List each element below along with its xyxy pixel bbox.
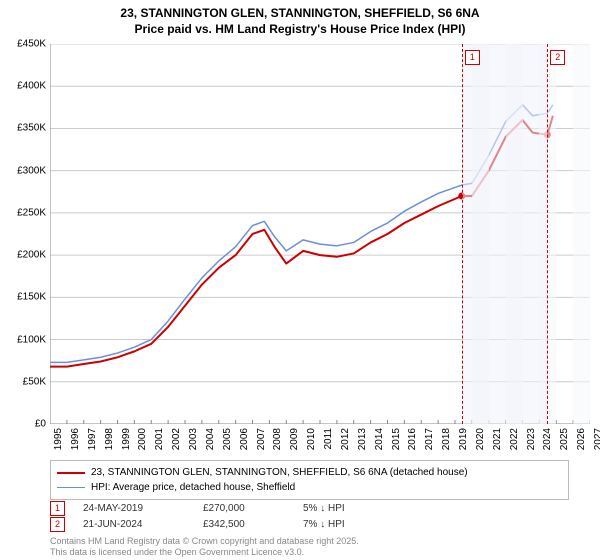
legend-item: HPI: Average price, detached house, Shef… (57, 480, 562, 495)
y-tick-label: £200K (2, 250, 46, 261)
title-line-1: 23, STANNINGTON GLEN, STANNINGTON, SHEFF… (0, 6, 600, 22)
year-shade (573, 44, 590, 424)
sale-delta: 5% ↓ HPI (303, 503, 403, 514)
legend-swatch (57, 487, 85, 488)
x-tick-label: 2009 (289, 428, 300, 450)
x-tick-label: 2000 (137, 428, 148, 450)
x-tick-label: 2015 (391, 428, 402, 450)
marker-span-shade (462, 44, 548, 424)
sale-price: £270,000 (203, 503, 303, 514)
x-tick-label: 2025 (559, 428, 570, 450)
copyright-line: Contains HM Land Registry data © Crown c… (50, 536, 359, 547)
sale-marker-chip: 2 (550, 50, 565, 65)
x-tick-label: 2018 (441, 428, 452, 450)
x-tick-label: 2014 (374, 428, 385, 450)
x-tick-label: 2017 (424, 428, 435, 450)
sale-marker-line (462, 44, 463, 424)
y-tick-label: £400K (2, 81, 46, 92)
x-tick-label: 2004 (205, 428, 216, 450)
y-tick-label: £450K (2, 39, 46, 50)
x-tick-label: 2023 (526, 428, 537, 450)
x-tick-label: 1996 (70, 428, 81, 450)
chart-container: 23, STANNINGTON GLEN, STANNINGTON, SHEFF… (0, 0, 600, 560)
sale-marker-chip: 1 (465, 50, 480, 65)
x-tick-label: 2012 (340, 428, 351, 450)
x-tick-label: 2021 (492, 428, 503, 450)
copyright-notice: Contains HM Land Registry data © Crown c… (50, 536, 359, 559)
sale-date: 21-JUN-2024 (83, 519, 203, 530)
x-tick-label: 2010 (306, 428, 317, 450)
sale-marker-icon: 1 (50, 501, 65, 516)
legend-swatch (57, 472, 85, 474)
x-tick-label: 2027 (593, 428, 600, 450)
y-tick-label: £50K (2, 376, 46, 387)
x-tick-label: 2005 (222, 428, 233, 450)
sale-price: £342,500 (203, 519, 303, 530)
y-tick-label: £150K (2, 292, 46, 303)
sale-date: 24-MAY-2019 (83, 503, 203, 514)
sale-delta: 7% ↓ HPI (303, 519, 403, 530)
sales-table: 1 24-MAY-2019 £270,000 5% ↓ HPI 2 21-JUN… (50, 500, 403, 532)
legend: 23, STANNINGTON GLEN, STANNINGTON, SHEFF… (50, 460, 569, 500)
x-tick-label: 2020 (475, 428, 486, 450)
x-tick-label: 2024 (542, 428, 553, 450)
legend-item: 23, STANNINGTON GLEN, STANNINGTON, SHEFF… (57, 465, 562, 480)
sale-row: 1 24-MAY-2019 £270,000 5% ↓ HPI (50, 500, 403, 516)
x-tick-label: 1998 (104, 428, 115, 450)
x-tick-label: 1995 (53, 428, 64, 450)
title-line-2: Price paid vs. HM Land Registry's House … (0, 22, 600, 38)
x-tick-label: 2016 (407, 428, 418, 450)
x-tick-label: 2002 (171, 428, 182, 450)
x-tick-label: 2026 (576, 428, 587, 450)
x-tick-label: 2006 (239, 428, 250, 450)
x-tick-label: 2007 (256, 428, 267, 450)
x-tick-label: 2013 (357, 428, 368, 450)
x-tick-label: 2011 (323, 428, 334, 450)
y-tick-label: £300K (2, 165, 46, 176)
copyright-line: This data is licensed under the Open Gov… (50, 547, 359, 558)
legend-label: HPI: Average price, detached house, Shef… (91, 480, 295, 495)
x-tick-label: 2019 (458, 428, 469, 450)
x-tick-label: 2022 (509, 428, 520, 450)
x-tick-label: 2001 (154, 428, 165, 450)
chart-title: 23, STANNINGTON GLEN, STANNINGTON, SHEFF… (0, 0, 600, 37)
x-tick-label: 2003 (188, 428, 199, 450)
sale-row: 2 21-JUN-2024 £342,500 7% ↓ HPI (50, 516, 403, 532)
chart-plot-area: £0£50K£100K£150K£200K£250K£300K£350K£400… (50, 44, 590, 424)
y-tick-label: £350K (2, 123, 46, 134)
legend-label: 23, STANNINGTON GLEN, STANNINGTON, SHEFF… (91, 465, 468, 480)
x-tick-label: 2008 (272, 428, 283, 450)
x-tick-label: 1997 (87, 428, 98, 450)
x-tick-label: 1999 (121, 428, 132, 450)
y-tick-label: £100K (2, 334, 46, 345)
y-tick-label: £250K (2, 207, 46, 218)
sale-marker-line (547, 44, 548, 424)
sale-marker-icon: 2 (50, 517, 65, 532)
y-tick-label: £0 (2, 419, 46, 430)
